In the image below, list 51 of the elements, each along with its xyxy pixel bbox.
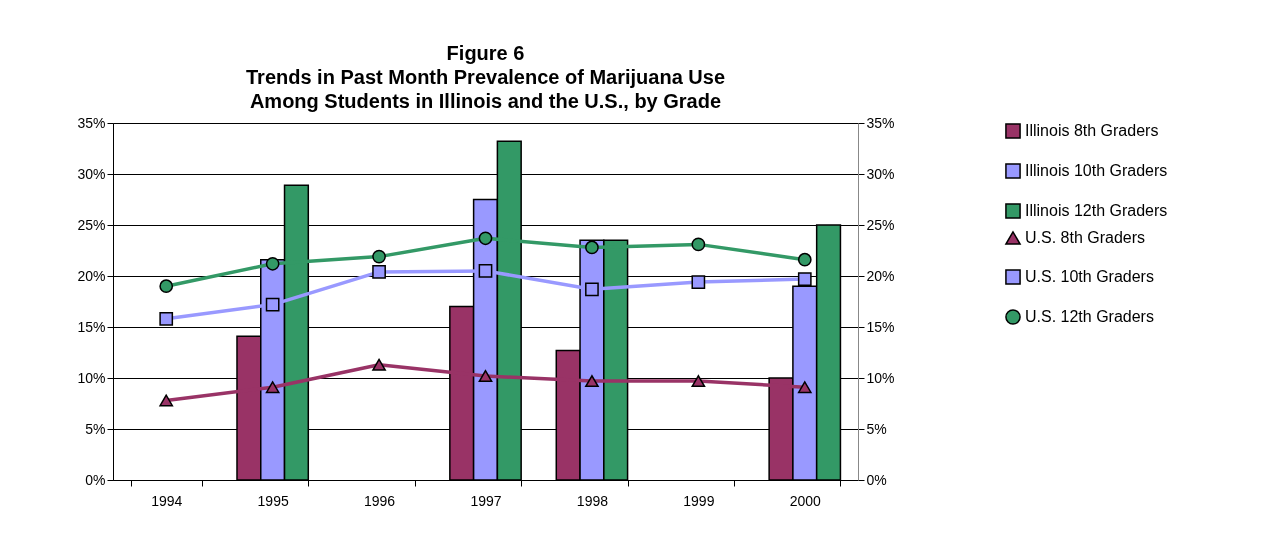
y-tick-label: 5%: [85, 420, 106, 437]
point: [585, 282, 599, 297]
y2-tick-label: 15%: [866, 318, 895, 335]
point: [372, 265, 386, 279]
point: [478, 264, 493, 278]
y-tick-label: 35%: [77, 114, 106, 131]
y-tick-label: 15%: [77, 318, 106, 335]
y2-tick-label: 5%: [866, 420, 887, 437]
x-tick-label: 1999: [683, 492, 715, 509]
point: [265, 381, 280, 394]
y2-tick-label: 20%: [866, 267, 895, 284]
point: [585, 240, 599, 255]
point: [691, 375, 706, 388]
x-tick-label: 1995: [257, 492, 289, 509]
point: [478, 231, 493, 246]
point: [159, 394, 174, 407]
legend-label: Illinois 8th Graders: [1025, 122, 1159, 139]
y-tick-label: 0%: [85, 471, 106, 488]
legend-label: U.S. 10th Graders: [1025, 268, 1154, 285]
point: [265, 297, 280, 312]
y2-tick-label: 10%: [866, 369, 895, 386]
x-tick-label: 1994: [151, 492, 183, 509]
legend-label: Illinois 12th Graders: [1025, 202, 1168, 219]
y-tick-label: 30%: [77, 165, 106, 182]
y-tick-label: 20%: [77, 267, 106, 284]
x-tick-label: 2000: [789, 492, 822, 509]
point: [159, 279, 174, 294]
point: [691, 237, 706, 252]
point: [265, 256, 280, 271]
y2-tick-label: 0%: [866, 471, 887, 488]
point: [797, 252, 812, 267]
point: [797, 381, 812, 394]
point: [585, 375, 599, 388]
x-tick-label: 1998: [576, 492, 609, 509]
point: [372, 358, 386, 371]
y-tick-label: 10%: [77, 369, 106, 386]
y2-tick-label: 35%: [866, 114, 895, 131]
point: [691, 275, 706, 289]
point: [797, 272, 812, 286]
x-tick-label: 1997: [470, 492, 502, 509]
y2-tick-label: 25%: [866, 216, 895, 233]
legend-label: U.S. 12th Graders: [1025, 308, 1154, 325]
point: [372, 249, 386, 264]
legend-label: U.S. 8th Graders: [1025, 229, 1146, 246]
point: [159, 311, 174, 326]
legend-label: Illinois 10th Graders: [1025, 162, 1168, 179]
y-tick-label: 25%: [77, 216, 106, 233]
x-tick-label: 1996: [363, 492, 396, 509]
point: [478, 369, 493, 383]
chart-title: Figure 6 Trends in Past Month Prevalence of Marijuana Use Among Students in Illinois and the U.S., by Grade: [245, 42, 726, 112]
y2-tick-label: 30%: [866, 165, 895, 182]
